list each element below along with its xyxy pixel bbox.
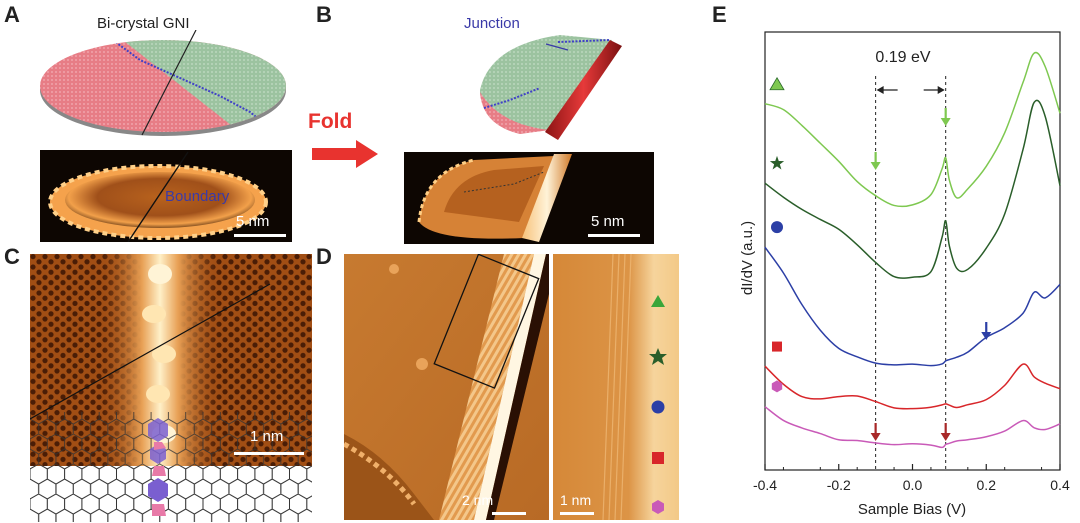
- panel-b-scale-bar: [588, 234, 640, 237]
- panel-a-stm-image: [40, 150, 292, 242]
- gap-energy-label: 0.19 eV: [875, 49, 930, 66]
- panel-b-stm-image: [404, 152, 654, 244]
- peak-arrow-head: [870, 162, 881, 170]
- panel-c-scale-label: 1 nm: [250, 428, 284, 445]
- panel-d-scale-left-label: 2 nm: [462, 492, 494, 508]
- panel-c-scale-bar: [234, 452, 304, 455]
- x-tick-label: -0.4: [753, 477, 777, 493]
- panel-a-scale-bar: [234, 234, 286, 237]
- x-tick-label: -0.2: [827, 477, 851, 493]
- peak-arrow-head: [940, 433, 951, 441]
- series-line-triangle: [764, 51, 1061, 208]
- panel-label-c: C: [4, 244, 20, 269]
- panel-a-title: Bi-crystal GNI: [97, 15, 190, 32]
- peak-arrow-head: [981, 332, 992, 340]
- series-line-circle: [764, 246, 1061, 367]
- x-tick-label: 0.0: [903, 477, 923, 493]
- series-line-star: [764, 99, 1061, 279]
- x-tick-label: 0.4: [1050, 477, 1070, 493]
- panel-d-stm-zoom: [553, 254, 679, 520]
- panel-b-scale-label: 5 nm: [591, 213, 625, 230]
- panel-d-scale-right-bar: [560, 512, 594, 515]
- panel-e-spectra-chart: -0.4 -0.2 0.0 0.2 0.4 Sample Bias (V) dI/dV …: [739, 31, 1070, 518]
- panel-label-b: B: [316, 2, 332, 27]
- y-axis-label: dI/dV (a.u.): [739, 221, 756, 295]
- legend-marker-hexagon: [771, 380, 783, 393]
- junction-label: Junction: [464, 15, 520, 32]
- legend-marker-star: [769, 155, 785, 170]
- fold-label: Fold: [308, 110, 353, 133]
- legend-marker-triangle: [769, 76, 785, 91]
- panel-d-scale-right-label: 1 nm: [560, 492, 592, 508]
- panel-d-stm-overview: [344, 254, 549, 520]
- plot-frame: [764, 31, 1061, 471]
- series-line-square: [764, 363, 1061, 410]
- gap-arrow-right-head: [937, 86, 945, 94]
- folded-graphene-illustration: [480, 35, 622, 140]
- panel-label-e: E: [712, 2, 727, 27]
- legend-marker-square: [772, 341, 782, 352]
- legend-marker-circle: [771, 221, 783, 234]
- panel-label-a: A: [4, 2, 20, 27]
- panel-label-d: D: [316, 244, 332, 269]
- series-line-hexagon: [764, 406, 1061, 449]
- bicrystal-disc-illustration: [40, 30, 286, 136]
- peak-arrow-head: [940, 118, 951, 126]
- panel-c-atomic-image: [30, 254, 312, 522]
- fold-arrow-icon: [312, 140, 378, 168]
- panel-a-scale-label: 5 nm: [236, 213, 270, 230]
- x-tick-label: 0.2: [977, 477, 997, 493]
- gap-arrow-left-head: [876, 86, 884, 94]
- boundary-label: Boundary: [165, 188, 230, 205]
- x-axis-label: Sample Bias (V): [858, 501, 966, 518]
- panel-d-scale-left-bar: [492, 512, 526, 515]
- peak-arrow-head: [870, 433, 881, 441]
